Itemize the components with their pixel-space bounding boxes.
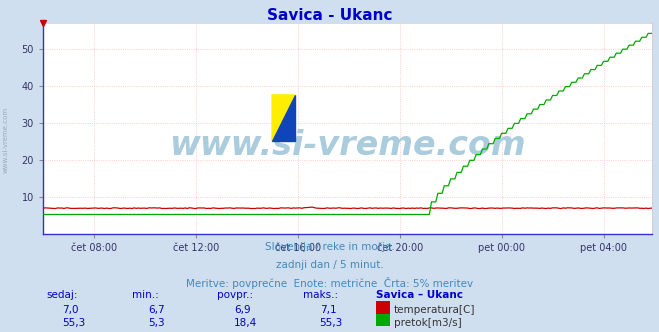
Text: pretok[m3/s]: pretok[m3/s] — [394, 318, 462, 328]
Text: 7,1: 7,1 — [320, 305, 336, 315]
Text: 18,4: 18,4 — [234, 318, 257, 328]
Text: 6,7: 6,7 — [148, 305, 165, 315]
Text: Meritve: povprečne  Enote: metrične  Črta: 5% meritev: Meritve: povprečne Enote: metrične Črta:… — [186, 277, 473, 289]
Text: Savica - Ukanc: Savica - Ukanc — [267, 8, 392, 23]
Text: maks.:: maks.: — [303, 290, 338, 300]
Text: 55,3: 55,3 — [63, 318, 86, 328]
Text: www.si-vreme.com: www.si-vreme.com — [2, 106, 9, 173]
Text: 55,3: 55,3 — [320, 318, 343, 328]
Polygon shape — [272, 95, 295, 141]
Text: Slovenija / reke in morje.: Slovenija / reke in morje. — [264, 242, 395, 252]
Text: sedaj:: sedaj: — [46, 290, 78, 300]
Text: min.:: min.: — [132, 290, 159, 300]
Text: zadnji dan / 5 minut.: zadnji dan / 5 minut. — [275, 260, 384, 270]
Text: 7,0: 7,0 — [63, 305, 79, 315]
Text: www.si-vreme.com: www.si-vreme.com — [169, 129, 526, 162]
Text: 6,9: 6,9 — [234, 305, 250, 315]
Text: 5,3: 5,3 — [148, 318, 165, 328]
Text: povpr.:: povpr.: — [217, 290, 254, 300]
Text: Savica – Ukanc: Savica – Ukanc — [376, 290, 463, 300]
Text: temperatura[C]: temperatura[C] — [394, 305, 476, 315]
Polygon shape — [272, 95, 295, 141]
